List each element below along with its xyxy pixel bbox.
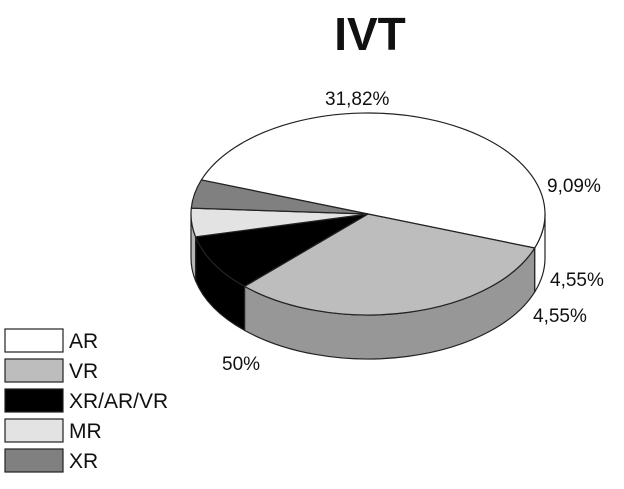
pie-labels: 50% 31,82% 9,09% 4,55% 4,55%	[222, 89, 604, 375]
legend-swatch-ar	[4, 328, 64, 353]
slice-label-xr: 4,55%	[533, 306, 587, 327]
pie-slice-xr-ar-vr	[194, 213, 369, 287]
legend-swatch-xr	[4, 448, 64, 473]
slice-label-xr-ar-vr: 9,09%	[547, 176, 601, 197]
slice-label-mr: 4,55%	[550, 270, 604, 291]
slice-label-vr: 31,82%	[325, 89, 390, 110]
legend-label-vr: VR	[69, 360, 98, 383]
slice-label-ar: 50%	[222, 354, 260, 375]
legend-label-ar: AR	[69, 330, 98, 353]
legend-swatch-vr	[4, 358, 64, 383]
legend: AR VR XR/AR/VR MR XR	[4, 328, 168, 473]
pie-slice-vr	[243, 213, 536, 316]
legend-label-xr-ar-vr: XR/AR/VR	[69, 390, 168, 413]
pie-group	[190, 112, 546, 360]
legend-label-xr: XR	[69, 450, 98, 473]
pie-slice-ar	[200, 112, 546, 249]
legend-swatch-xr-ar-vr	[4, 388, 64, 413]
legend-label-mr: MR	[69, 420, 102, 443]
chart-title: IVT	[334, 8, 406, 60]
pie-slice-xr	[190, 179, 369, 215]
legend-swatch-mr	[4, 418, 64, 443]
